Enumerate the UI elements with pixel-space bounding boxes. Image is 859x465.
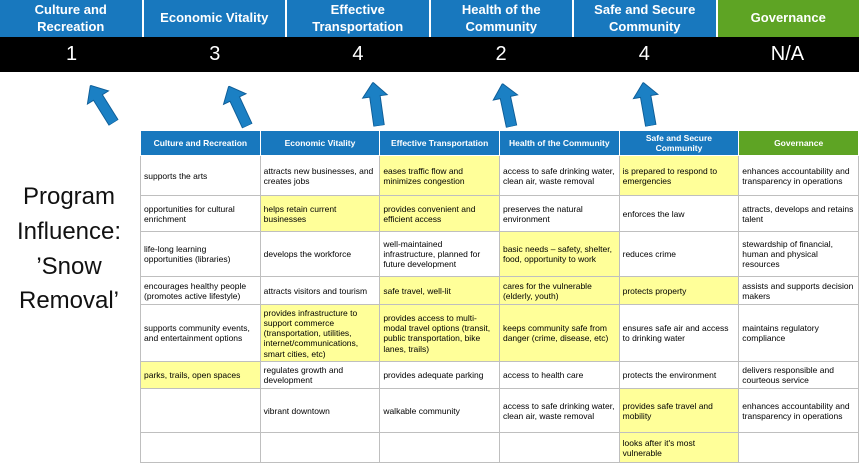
matrix-cell	[738, 432, 859, 464]
matrix-cell	[498, 432, 620, 464]
up-arrow-icon	[222, 85, 253, 129]
matrix-cell: parks, trails, open spaces	[140, 361, 261, 390]
score-effective-transportation: 4	[352, 43, 364, 65]
matrix-cell: attracts, develops and retains talent	[738, 195, 859, 233]
matrix-cell: provides convenient and efficient access	[379, 195, 500, 233]
matrix-cell: well-maintained infrastructure, planned …	[379, 231, 500, 278]
matrix-row: supports the arts attracts new businesses…	[140, 155, 859, 197]
scoreboard-header-culture-recreation: Culture and Recreation	[0, 0, 144, 37]
matrix-cell: vibrant downtown	[259, 388, 381, 434]
scoreboard-header-effective-transportation: Effective Transportation	[287, 0, 431, 37]
matrix-cell: develops the workforce	[259, 231, 381, 278]
matrix-cell: provides safe travel and mobility	[618, 388, 740, 434]
matrix-cell: provides infrastructure to support comme…	[259, 304, 381, 363]
matrix-cell: access to safe drinking water, clean air…	[498, 388, 620, 434]
score-governance: N/A	[770, 43, 805, 65]
matrix-cell: protects property	[618, 276, 740, 306]
matrix-cell: safe travel, well-lit	[379, 276, 500, 306]
matrix-row: parks, trails, open spaces regulates grow…	[140, 361, 859, 390]
matrix-cell: provides access to multi-modal travel op…	[379, 304, 500, 363]
matrix-cell: life-long learning opportunities (librar…	[140, 231, 261, 278]
up-arrow-icon	[492, 82, 519, 129]
matrix-cell: provides adequate parking	[379, 361, 500, 390]
matrix-cell: enhances accountability and transparency…	[738, 388, 859, 434]
matrix-row: supports community events, and entertain…	[140, 304, 859, 363]
matrix-header-row: Culture and Recreation Economic Vitality…	[140, 129, 859, 157]
score-culture-recreation: 1	[66, 43, 78, 65]
matrix-row: life-long learning opportunities (librar…	[140, 231, 859, 278]
matrix-cell: helps retain current businesses	[259, 195, 381, 233]
matrix-cell: is prepared to respond to emergencies	[618, 155, 740, 197]
score-bar: 1 3 4 2 4 N/A	[0, 37, 859, 72]
scoreboard-header-health-community: Health of the Community	[430, 0, 574, 37]
matrix-cell: eases traffic flow and minimizes congest…	[379, 155, 500, 197]
scoreboard-header-governance: Governance	[717, 0, 859, 37]
matrix-cell: basic needs – safety, shelter, food, opp…	[498, 231, 620, 278]
matrix-cell: keeps community safe from danger (crime,…	[498, 304, 620, 363]
matrix-header-culture-recreation: Culture and Recreation	[140, 129, 261, 157]
matrix-cell: maintains regulatory compliance	[738, 304, 859, 363]
matrix-cell: regulates growth and development	[259, 361, 381, 390]
program-title: Program Influence: ’Snow Removal’	[16, 183, 122, 315]
matrix-cell: preserves the natural environment	[498, 195, 620, 233]
score-safe-secure-community: 4	[638, 43, 650, 65]
matrix-header-health-community: Health of the Community	[498, 129, 620, 157]
matrix-row: opportunities for cultural enrichment hel…	[140, 195, 859, 233]
matrix-cell: walkable community	[379, 388, 500, 434]
matrix-cell: enforces the law	[618, 195, 740, 233]
matrix-header-governance: Governance	[738, 129, 859, 157]
matrix-cell: enhances accountability and transparency…	[738, 155, 859, 197]
matrix-header-economic-vitality: Economic Vitality	[259, 129, 381, 157]
up-arrow-icon	[86, 84, 119, 127]
up-arrow-icon	[361, 81, 389, 128]
matrix-cell	[140, 432, 261, 464]
matrix-cell: protects the environment	[618, 361, 740, 390]
matrix-row: encourages healthy people (promotes acti…	[140, 276, 859, 306]
matrix-cell: supports the arts	[140, 155, 261, 197]
matrix-cell: attracts new businesses, and creates job…	[259, 155, 381, 197]
matrix-cell: cares for the vulnerable (elderly, youth…	[498, 276, 620, 306]
matrix-cell	[259, 432, 381, 464]
matrix-cell: attracts visitors and tourism	[259, 276, 381, 306]
matrix-cell: ensures safe air and access to drinking …	[618, 304, 740, 363]
matrix-cell: reduces crime	[618, 231, 740, 278]
scoreboard-header-safe-secure-community: Safe and Secure Community	[574, 0, 718, 37]
matrix-cell: delivers responsible and courteous servi…	[738, 361, 859, 390]
matrix-cell	[140, 388, 261, 434]
up-arrow-icon	[632, 81, 660, 128]
matrix-cell: encourages healthy people (promotes acti…	[140, 276, 261, 306]
matrix-header-safe-secure-community: Safe and Secure Community	[618, 129, 740, 157]
matrix-row: vibrant downtown walkable community access…	[140, 388, 859, 434]
matrix-header-effective-transportation: Effective Transportation	[379, 129, 500, 157]
matrix-cell: stewardship of financial, human and phys…	[738, 231, 859, 278]
matrix-cell: access to safe drinking water, clean air…	[498, 155, 620, 197]
matrix-cell: supports community events, and entertain…	[140, 304, 261, 363]
score-economic-vitality: 3	[209, 43, 221, 65]
matrix-cell: access to health care	[498, 361, 620, 390]
matrix-row: looks after it's most vulnerable	[140, 432, 859, 464]
influence-matrix: Culture and Recreation Economic Vitality…	[140, 129, 859, 464]
score-health-community: 2	[495, 43, 507, 65]
matrix-body: supports the arts attracts new businesses…	[140, 155, 859, 464]
matrix-cell: opportunities for cultural enrichment	[140, 195, 261, 233]
matrix-cell: assists and supports decision makers	[738, 276, 859, 306]
matrix-cell	[379, 432, 500, 464]
scoreboard-header-row: Culture and Recreation Economic Vitality…	[0, 0, 859, 37]
scoreboard-header-economic-vitality: Economic Vitality	[143, 0, 287, 37]
matrix-cell: looks after it's most vulnerable	[618, 432, 740, 464]
